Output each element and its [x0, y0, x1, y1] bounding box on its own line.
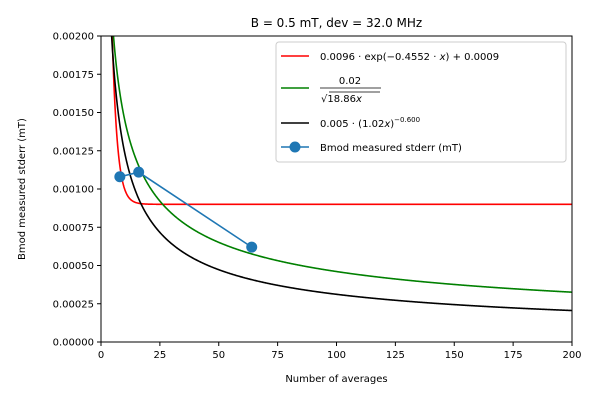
- legend-label-sqrt-fit-denominator: √18.86x: [321, 94, 362, 105]
- x-tick-label: 175: [504, 350, 523, 361]
- power-fit-line: [110, 36, 572, 312]
- y-tick-label: 0.00050: [53, 261, 94, 272]
- measured-data-point: [114, 171, 126, 183]
- legend-box: [275, 41, 567, 163]
- x-tick-label: 200: [562, 350, 581, 361]
- legend-label-exponential-fit: 0.0096 · exp(−0.4552 · x) + 0.0009: [320, 52, 499, 63]
- y-axis-label: Bmod measured stderr (mT): [17, 118, 28, 260]
- y-tick-label: 0.00175: [53, 70, 94, 81]
- y-tick-label: 0.00075: [53, 223, 94, 234]
- y-tick-label: 0.00125: [53, 146, 94, 157]
- sqrt-fit-line: [112, 36, 572, 293]
- measured-data-point: [133, 166, 145, 178]
- plot-area: [110, 36, 572, 312]
- measured-series-line: [119, 171, 253, 248]
- measured-data-point: [246, 241, 258, 253]
- legend-label-power-fit: 0.005 · (1.02x)−0.600: [320, 116, 420, 130]
- exponential-fit-line: [111, 36, 572, 206]
- x-axis: 0 25 50 75 100 125 150 175 200: [98, 342, 582, 361]
- x-tick-label: 0: [98, 350, 104, 361]
- y-tick-label: 0.00025: [53, 299, 94, 310]
- chart-title: B = 0.5 mT, dev = 32.0 MHz: [251, 16, 422, 30]
- y-tick-label: 0.00100: [53, 185, 94, 196]
- x-tick-label: 125: [386, 350, 405, 361]
- legend-marker-measured: [289, 141, 301, 153]
- y-tick-label: 0.00200: [53, 32, 94, 43]
- y-tick-label: 0.00150: [53, 108, 94, 119]
- legend-label-sqrt-fit-numerator: 0.02: [339, 76, 361, 87]
- y-tick-label: 0.00000: [53, 338, 94, 349]
- legend: 0.0096 · exp(−0.4552 · x) + 0.0009 0.02 …: [275, 41, 567, 163]
- x-tick-label: 75: [271, 350, 284, 361]
- x-tick-label: 50: [212, 350, 225, 361]
- x-tick-label: 150: [445, 350, 464, 361]
- legend-label-measured: Bmod measured stderr (mT): [320, 143, 462, 154]
- x-tick-label: 25: [154, 350, 167, 361]
- x-tick-label: 100: [327, 350, 346, 361]
- x-axis-label: Number of averages: [285, 374, 387, 385]
- y-axis: 0.00000 0.00025 0.00050 0.00075 0.00100 0.001…: [53, 32, 101, 349]
